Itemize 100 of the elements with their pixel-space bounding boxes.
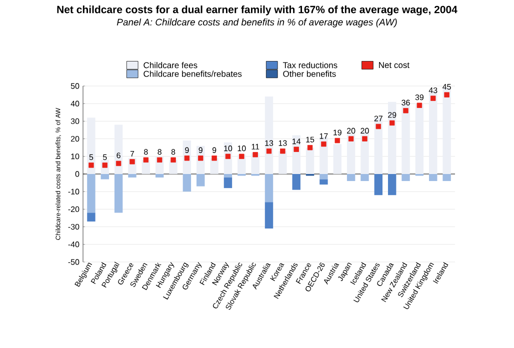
bar xyxy=(182,174,192,192)
bar xyxy=(100,174,109,180)
point xyxy=(156,157,162,163)
data-label: 19 xyxy=(334,130,342,136)
legend-label: Net cost xyxy=(379,62,410,68)
point xyxy=(389,120,395,126)
point xyxy=(116,160,122,166)
chart-subtitle: Panel A: Childcare costs and benefits in % of average wages (AW) xyxy=(116,18,397,28)
bar xyxy=(155,174,164,178)
bar xyxy=(114,124,123,174)
bar xyxy=(224,174,232,178)
bar xyxy=(402,174,410,182)
legend-label: Childcare fees xyxy=(144,62,198,68)
data-label: 39 xyxy=(415,94,424,100)
y-tick-label: 30 xyxy=(70,118,80,124)
bar xyxy=(360,174,369,182)
bar xyxy=(278,151,287,174)
point xyxy=(130,159,135,164)
bar xyxy=(429,174,438,182)
point xyxy=(416,102,422,108)
point xyxy=(294,146,299,152)
bar xyxy=(415,104,424,174)
point xyxy=(170,157,176,163)
legend-label: Tax reductions xyxy=(282,62,338,68)
data-label: 14 xyxy=(292,138,301,144)
point xyxy=(362,136,368,142)
bar xyxy=(374,174,383,196)
data-label: 27 xyxy=(374,116,382,122)
data-label: 5 xyxy=(89,154,94,160)
point xyxy=(403,108,408,114)
data-label: 8 xyxy=(171,149,176,155)
data-label: 9 xyxy=(198,147,202,153)
point xyxy=(212,156,217,161)
data-label: 8 xyxy=(158,149,162,155)
data-label: 29 xyxy=(388,112,396,118)
bar xyxy=(224,178,232,188)
point xyxy=(444,92,450,98)
point xyxy=(280,148,286,154)
point xyxy=(252,152,258,158)
data-label: 36 xyxy=(402,100,410,106)
y-tick-label: -50 xyxy=(68,259,80,265)
data-label: 9 xyxy=(212,147,216,153)
point xyxy=(376,124,382,130)
bar xyxy=(306,148,314,174)
data-label: 5 xyxy=(102,154,107,160)
bar xyxy=(264,96,274,174)
point xyxy=(430,96,436,101)
bar xyxy=(442,174,451,182)
chart-title: Net childcare costs for a dual earner family with 167% of the average wage, 2004 xyxy=(57,6,458,16)
point xyxy=(184,156,190,161)
bar xyxy=(292,174,300,190)
data-label: 13 xyxy=(278,140,287,146)
data-label: 20 xyxy=(347,128,356,134)
y-tick-label: -40 xyxy=(68,242,80,248)
bar xyxy=(402,104,410,174)
y-tick-label: 50 xyxy=(70,83,80,89)
y-tick-label: -20 xyxy=(68,206,80,212)
y-tick-label: -30 xyxy=(68,224,80,230)
data-label: 11 xyxy=(252,144,260,150)
data-label: 15 xyxy=(306,136,314,142)
bar xyxy=(196,174,205,186)
y-tick-label: -10 xyxy=(68,188,80,194)
bar xyxy=(264,202,274,229)
data-label: 13 xyxy=(265,140,274,146)
legend-label: Other benefits xyxy=(283,70,336,77)
point xyxy=(225,154,231,159)
point xyxy=(307,144,313,150)
bar xyxy=(87,174,96,213)
y-tick-label: 0 xyxy=(75,171,80,177)
point xyxy=(143,157,149,163)
data-label: 6 xyxy=(116,152,120,158)
bar xyxy=(128,174,136,178)
bar xyxy=(333,144,342,174)
y-tick-label: 10 xyxy=(71,154,80,160)
data-label: 9 xyxy=(185,147,189,153)
bar xyxy=(388,174,396,196)
point xyxy=(198,156,204,161)
point xyxy=(321,141,326,147)
data-label: 10 xyxy=(238,146,246,152)
point xyxy=(239,154,244,159)
point xyxy=(88,162,94,168)
point xyxy=(266,148,272,154)
bar xyxy=(114,174,123,213)
y-tick-label: 40 xyxy=(70,100,80,106)
data-label: 8 xyxy=(144,149,148,155)
bar xyxy=(87,118,96,174)
point xyxy=(334,138,340,144)
point xyxy=(102,162,108,168)
bar xyxy=(388,102,396,174)
bar xyxy=(264,174,274,202)
data-label: 45 xyxy=(442,84,451,90)
bar xyxy=(374,118,383,174)
bar xyxy=(320,179,328,185)
data-label: 17 xyxy=(320,133,328,139)
y-tick-label: 20 xyxy=(70,136,80,142)
legend-label: Childcare benefits/rebates xyxy=(144,70,242,77)
bar xyxy=(346,174,356,182)
bar xyxy=(320,174,328,180)
bar xyxy=(320,137,328,174)
data-label: 20 xyxy=(360,128,369,134)
